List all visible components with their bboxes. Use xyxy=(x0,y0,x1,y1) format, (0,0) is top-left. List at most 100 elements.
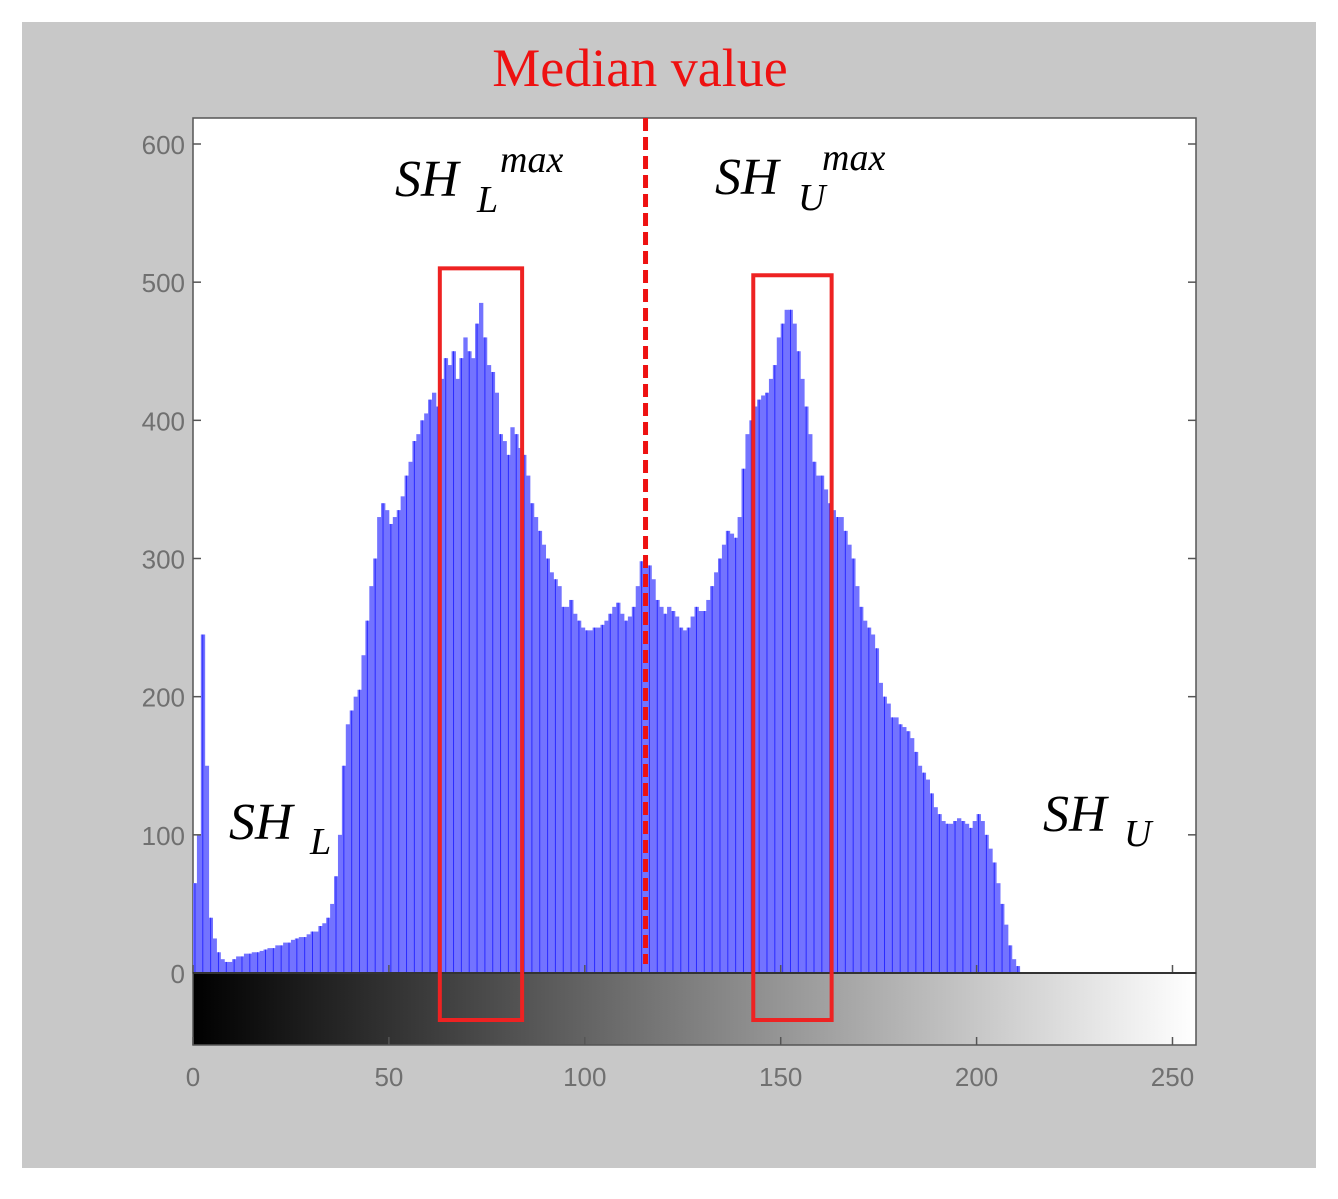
histogram-bar xyxy=(588,630,594,973)
histogram-bar xyxy=(494,392,499,973)
y-tick-label: 600 xyxy=(142,130,185,160)
histogram-bar xyxy=(878,682,883,973)
histogram-bar xyxy=(439,378,445,973)
histogram-bar xyxy=(486,365,492,973)
histogram-bar xyxy=(377,517,382,973)
histogram-bar xyxy=(674,616,680,973)
sh-l-max-base: SH xyxy=(395,151,461,208)
histogram-bar xyxy=(745,434,750,973)
histogram-bar xyxy=(909,738,915,973)
histogram-bar xyxy=(596,627,601,973)
histogram-bar xyxy=(808,434,813,973)
histogram-bar xyxy=(549,572,554,973)
histogram-bar xyxy=(768,378,774,973)
histogram-bar xyxy=(424,413,429,973)
histogram-bar xyxy=(353,696,358,973)
histogram-bar xyxy=(283,942,288,973)
histogram-bar xyxy=(479,302,484,973)
x-tick-label: 250 xyxy=(1151,1062,1194,1092)
histogram-bar xyxy=(721,544,727,973)
grayscale-colorbar xyxy=(192,972,1197,1046)
histogram-bar xyxy=(823,489,829,973)
y-tick-label: 0 xyxy=(171,959,185,989)
histogram-bar xyxy=(573,613,578,973)
x-tick-label: 100 xyxy=(563,1062,606,1092)
histogram-bar xyxy=(212,938,217,973)
sh-u-sub: U xyxy=(1124,813,1154,855)
histogram-bar xyxy=(784,309,789,973)
sh-u-base: SH xyxy=(1043,786,1109,843)
histogram-bar xyxy=(604,620,609,973)
histogram-bar xyxy=(729,533,735,973)
histogram-bar xyxy=(416,434,421,973)
histogram-bar xyxy=(815,475,821,973)
histogram-bar xyxy=(792,323,797,973)
axis-ticks: 0 100 200 300 400 500 600 0 50 100 150 200 250 xyxy=(142,130,1196,1092)
histogram-bar xyxy=(651,579,656,973)
histogram-bar xyxy=(290,939,296,973)
histogram-bar xyxy=(957,818,962,973)
annotation-sh-l: SH L xyxy=(229,794,331,863)
histogram-bar xyxy=(565,606,570,973)
y-tick-label: 400 xyxy=(142,406,185,436)
histogram-bar xyxy=(330,903,335,973)
histogram-bar xyxy=(541,544,547,973)
histogram-bar xyxy=(259,950,264,973)
y-tick-label: 300 xyxy=(142,545,185,575)
histogram-bar xyxy=(682,630,688,973)
histogram-bar xyxy=(204,765,210,973)
annotation-sh-u-max: SH U max xyxy=(715,137,885,219)
x-tick-label: 0 xyxy=(186,1062,200,1092)
histogram-bar xyxy=(196,834,202,973)
histogram-bar xyxy=(964,823,970,973)
highlight-box xyxy=(751,273,834,1022)
histogram-bar xyxy=(220,959,225,973)
histogram-bar xyxy=(761,395,766,974)
histogram-bar xyxy=(847,544,852,973)
histogram-bar xyxy=(337,834,343,973)
histogram-bar xyxy=(502,441,507,973)
annotation-sh-l-max: SH L max xyxy=(395,139,563,221)
histogram-bar xyxy=(855,586,860,973)
histogram-bar xyxy=(236,956,241,973)
chart-title: Median value xyxy=(492,38,787,98)
sh-l-base: SH xyxy=(229,794,295,851)
histogram-bar xyxy=(400,496,405,973)
histogram-bar xyxy=(925,779,930,973)
histogram-bar xyxy=(949,823,954,973)
histogram-bar xyxy=(627,616,633,973)
sh-l-sub: L xyxy=(309,821,331,863)
sh-u-max-base: SH xyxy=(715,149,781,206)
histogram-bar xyxy=(690,616,695,973)
highlight-boxes xyxy=(437,266,834,1023)
histogram-bar xyxy=(894,717,899,973)
histogram-bar xyxy=(776,337,782,973)
histogram-bar xyxy=(228,961,233,973)
histogram-bar xyxy=(886,703,891,973)
histogram-bar xyxy=(447,365,452,973)
histogram-bar xyxy=(620,613,625,973)
histogram-bar xyxy=(243,953,249,973)
sh-u-max-sub: U xyxy=(798,177,828,219)
histogram-bar xyxy=(737,517,742,973)
histogram-bar xyxy=(471,358,476,973)
histogram-bar xyxy=(526,475,531,973)
x-tick-label: 150 xyxy=(759,1062,802,1092)
histogram-bar xyxy=(996,883,1001,973)
histogram-bar xyxy=(941,821,946,973)
histogram-bar xyxy=(698,611,703,973)
histogram-bar xyxy=(635,586,641,973)
histogram-bar xyxy=(972,821,977,973)
highlight-box xyxy=(437,266,525,1023)
histogram-bar xyxy=(988,848,993,973)
histogram-bar xyxy=(831,510,836,973)
histogram-bar xyxy=(306,934,311,973)
histogram-bar xyxy=(612,606,617,973)
histogram-bar xyxy=(933,807,938,973)
histogram-bar xyxy=(369,586,374,973)
histogram-bar xyxy=(862,620,868,973)
histogram-bar xyxy=(667,606,672,973)
histogram-bar xyxy=(314,931,319,973)
histogram-bar xyxy=(510,427,515,973)
histogram-bar xyxy=(361,655,366,973)
